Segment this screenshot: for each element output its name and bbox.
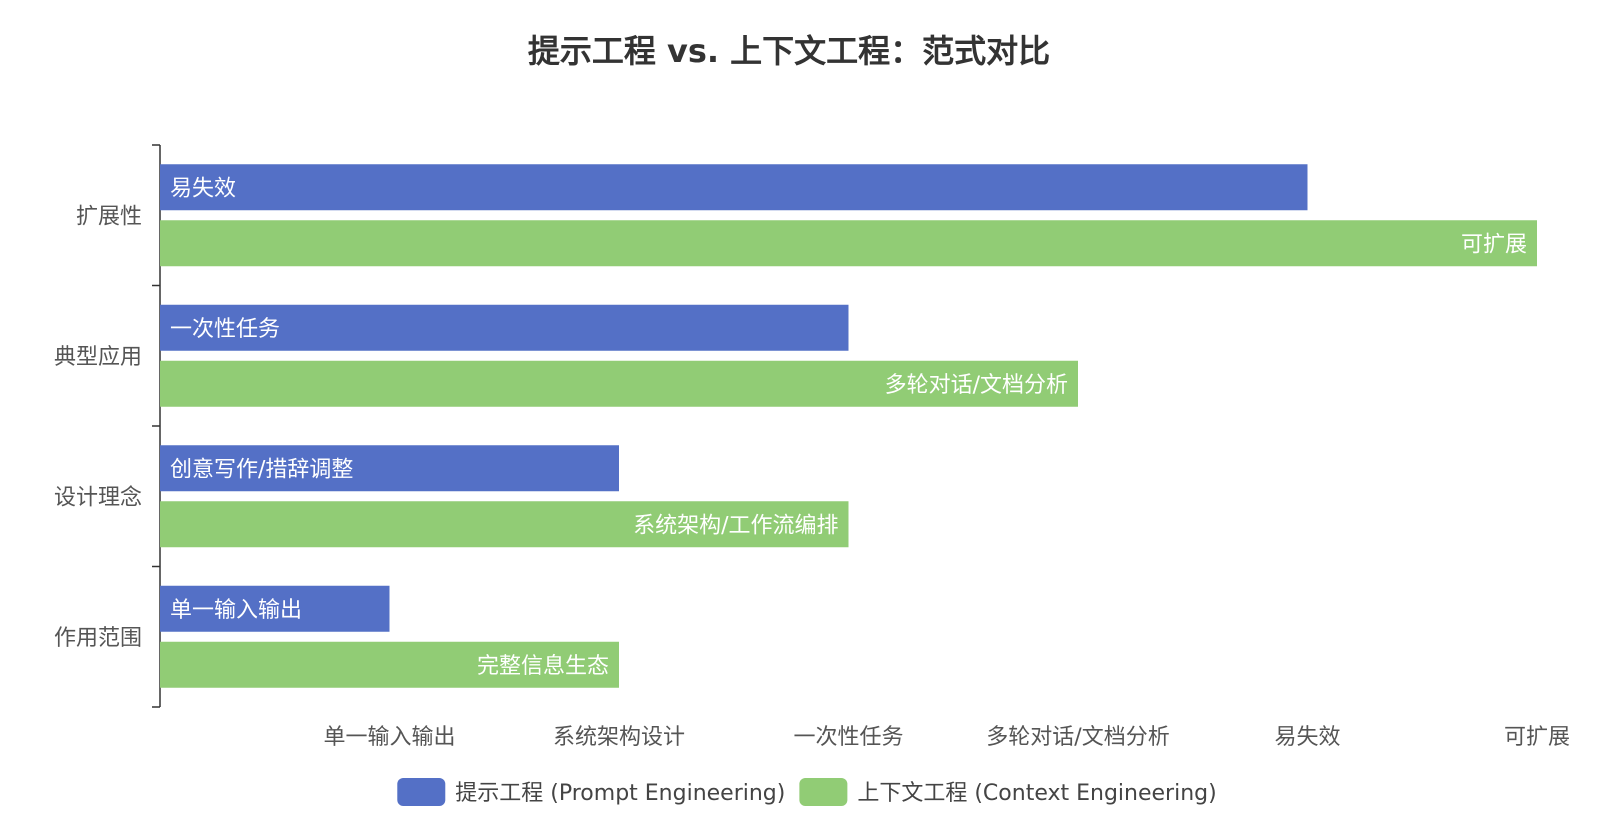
x-tick-label: 可扩展 <box>1504 725 1570 750</box>
legend-swatch <box>397 778 446 806</box>
x-tick-label: 系统架构设计 <box>553 725 685 750</box>
bar <box>160 304 849 351</box>
bar-label: 单一输入输出 <box>170 598 302 623</box>
category-label: 扩展性 <box>76 204 142 229</box>
x-tick-label: 多轮对话/文档分析 <box>986 725 1169 750</box>
bar-label: 多轮对话/文档分析 <box>885 373 1068 398</box>
bar-label: 易失效 <box>170 176 236 201</box>
bar-label: 创意写作/措辞调整 <box>170 457 353 482</box>
legend-label: 提示工程 (Prompt Engineering) <box>455 781 785 806</box>
category-label: 设计理念 <box>54 485 142 510</box>
x-tick-label: 单一输入输出 <box>323 725 455 750</box>
bar-label: 完整信息生态 <box>477 654 609 679</box>
bar <box>160 220 1537 267</box>
legend-item: 提示工程 (Prompt Engineering) <box>397 778 785 806</box>
bar <box>160 585 390 632</box>
bar <box>160 501 849 548</box>
legend-item: 上下文工程 (Context Engineering) <box>799 778 1217 806</box>
x-axis-ticks: 单一输入输出 系统架构设计 一次性任务 多轮对话/文档分析 易失效 可扩展 <box>323 725 1570 750</box>
x-tick-label: 一次性任务 <box>793 725 903 750</box>
category-label: 作用范围 <box>54 626 142 651</box>
chart-title: 提示工程 vs. 上下文工程：范式对比 <box>528 32 1050 70</box>
legend-label: 上下文工程 (Context Engineering) <box>857 781 1216 806</box>
bar-label: 一次性任务 <box>170 317 280 342</box>
category-label: 典型应用 <box>54 345 142 370</box>
bar-label: 可扩展 <box>1461 232 1527 257</box>
bar <box>160 360 1078 407</box>
bars: 易失效可扩展一次性任务多轮对话/文档分析创意写作/措辞调整系统架构/工作流编排单… <box>160 164 1537 688</box>
bar <box>160 445 619 492</box>
legend: 提示工程 (Prompt Engineering) 上下文工程 (Context … <box>397 778 1217 806</box>
bar <box>160 164 1308 211</box>
bar-label: 系统架构/工作流编排 <box>633 513 838 538</box>
legend-swatch <box>799 778 848 806</box>
bar <box>160 641 619 688</box>
x-tick-label: 易失效 <box>1274 725 1340 750</box>
